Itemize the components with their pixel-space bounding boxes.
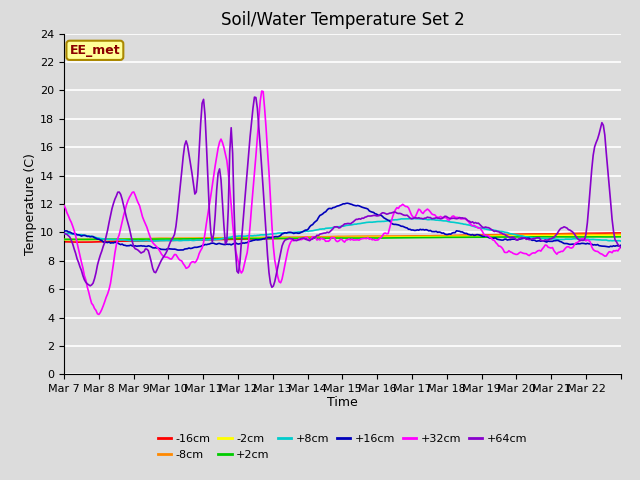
Title: Soil/Water Temperature Set 2: Soil/Water Temperature Set 2 xyxy=(221,11,464,29)
X-axis label: Time: Time xyxy=(327,396,358,408)
Legend: -16cm, -8cm, -2cm, +2cm, +8cm, +16cm, +32cm, +64cm: -16cm, -8cm, -2cm, +2cm, +8cm, +16cm, +3… xyxy=(154,430,531,464)
Text: EE_met: EE_met xyxy=(70,44,120,57)
Y-axis label: Temperature (C): Temperature (C) xyxy=(24,153,37,255)
